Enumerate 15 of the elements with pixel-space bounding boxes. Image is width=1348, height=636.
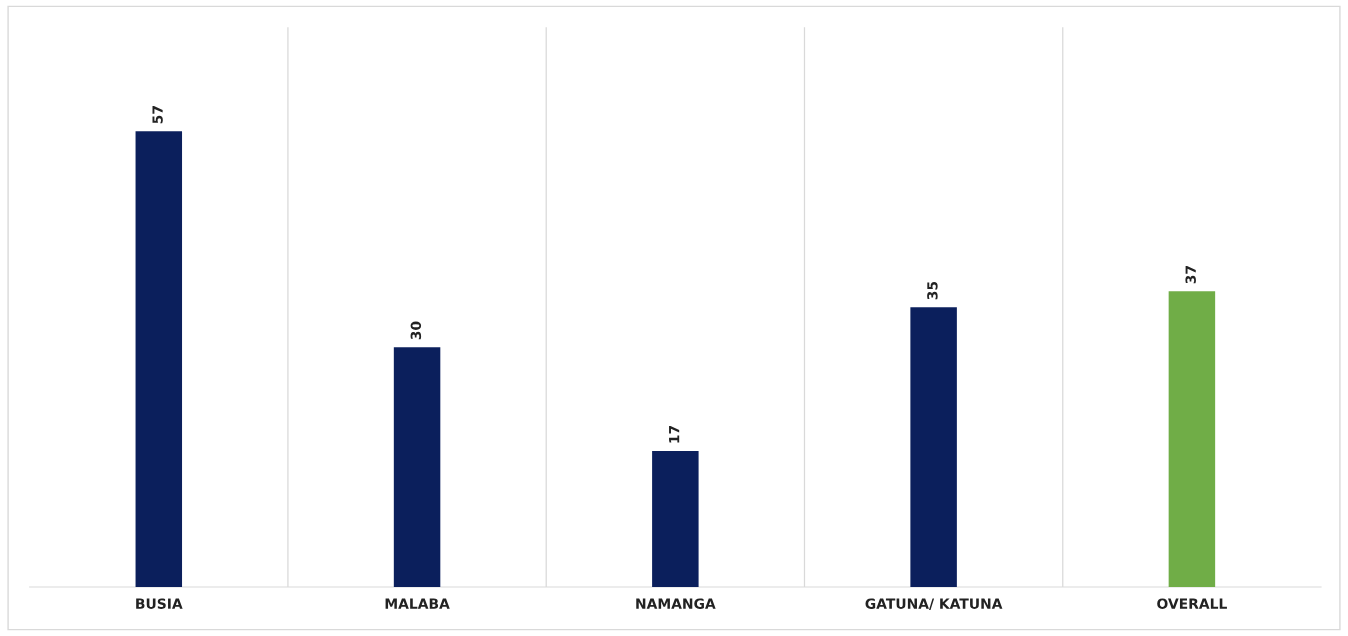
data-label: 30 — [410, 321, 422, 340]
data-label: 35 — [927, 281, 938, 300]
x-tick-label: GATUNA/ KATUNA — [865, 598, 1003, 610]
x-tick-label: MALABA — [385, 598, 450, 609]
data-label: 37 — [1185, 266, 1196, 284]
bar — [1168, 291, 1216, 588]
data-label: 17 — [669, 425, 680, 443]
data-label: 57 — [152, 106, 163, 124]
x-tick-label: OVERALL — [1157, 598, 1227, 609]
bar — [393, 347, 441, 588]
bar — [135, 131, 183, 588]
bar — [910, 307, 957, 588]
x-tick-label: BUSIA — [136, 598, 183, 609]
x-tick-label: NAMANGA — [636, 598, 716, 609]
bar — [652, 451, 699, 588]
